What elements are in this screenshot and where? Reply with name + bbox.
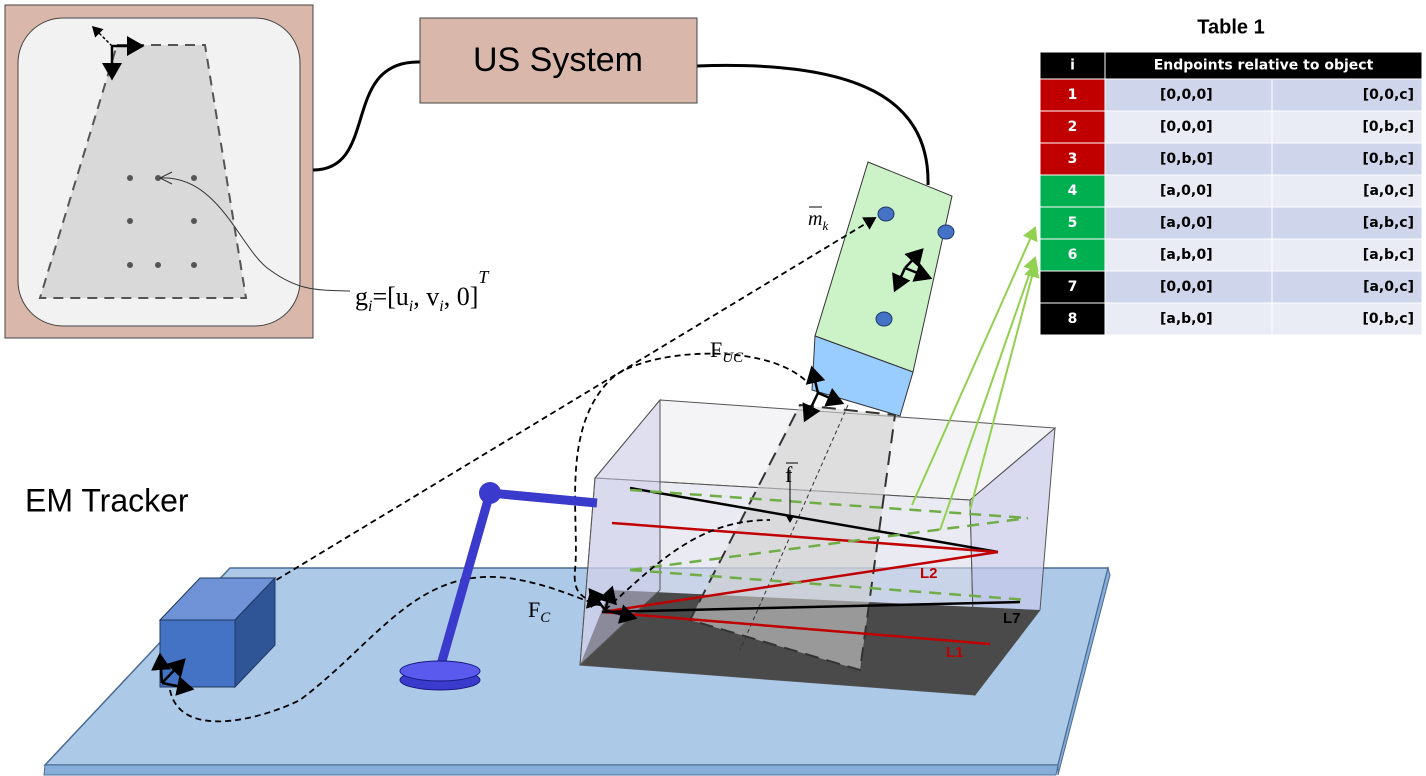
index-cell (1039, 206, 1106, 240)
header-text: i (1070, 58, 1075, 74)
header-cell (1039, 51, 1106, 80)
cell (1104, 206, 1273, 240)
probe (814, 161, 953, 373)
pointer (159, 177, 351, 292)
arm-joint (479, 482, 501, 504)
endpoint-text: [a,b,c] (1363, 215, 1414, 231)
cell (1271, 270, 1423, 304)
line-label: L7 (1003, 610, 1021, 627)
index-cell (1039, 302, 1106, 336)
cell (1104, 174, 1273, 208)
endpoint-text: [a,b,0] (1160, 247, 1213, 263)
transform-paths (169, 217, 877, 723)
endpoint-text: [a,0,c] (1363, 183, 1414, 199)
probe-axes (588, 248, 933, 624)
cell (1271, 110, 1423, 144)
endpoint-text: [a,b,c] (1363, 247, 1414, 263)
us-image (38, 44, 248, 299)
line-label: L1 (946, 644, 964, 661)
endpoint-text: [a,0,0] (1160, 183, 1212, 199)
endpoint-text: [0,0,c] (1363, 87, 1414, 103)
header-text: Endpoints relative to object (1154, 58, 1374, 74)
index-text: 2 (1068, 119, 1078, 135)
em-tracker-label: EM Tracker (25, 482, 189, 518)
index-text: 1 (1068, 87, 1078, 103)
table: i Endpoints relative to object 1 [0,0,0] [0,… (1039, 51, 1423, 336)
us-system-box (419, 17, 698, 104)
table-title: Table 1 (1197, 16, 1264, 38)
endpoint-text: [0,b,c] (1363, 311, 1415, 327)
index-text: 3 (1068, 151, 1078, 167)
endpoint-text: [0,b,c] (1363, 151, 1415, 167)
formula: gi=[ui, vi, 0]T (355, 267, 490, 315)
em-axes (151, 652, 195, 696)
platform-edge (43, 764, 1059, 776)
endpoint-text: [0,b,c] (1363, 119, 1415, 135)
cable (312, 60, 421, 172)
cable (696, 63, 930, 186)
line-label: L2 (920, 565, 938, 582)
index-text: 6 (1068, 247, 1078, 263)
probe-markers (875, 206, 955, 327)
endpoint-text: [0,0,0] (1160, 119, 1213, 135)
index-text: 7 (1068, 279, 1078, 295)
fiducial-points (127, 175, 197, 268)
arm (435, 488, 598, 670)
label-f: f (785, 462, 793, 487)
cell (1104, 78, 1273, 112)
us-system-label: US System (473, 41, 643, 79)
endpoint-text: [0,0,0] (1160, 279, 1213, 295)
cell (1104, 110, 1273, 144)
endpoint-text: [0,b,0] (1160, 151, 1213, 167)
label-f-c: FC (528, 597, 551, 626)
label-m-k: mk (808, 208, 828, 233)
index-cell (1039, 78, 1106, 112)
label-f-uc: FUC (710, 337, 744, 366)
calibration-lines (601, 486, 1029, 646)
table-pointers (911, 226, 1040, 531)
endpoint-text: [0,0,0] (1160, 87, 1213, 103)
cell (1271, 302, 1423, 336)
endpoint-text: [a,0,0] (1160, 215, 1212, 231)
endpoint-text: [a,0,c] (1363, 279, 1414, 295)
cell (1104, 270, 1273, 304)
header-cell (1104, 51, 1423, 80)
index-text: 4 (1068, 183, 1078, 199)
cell (1271, 206, 1423, 240)
image-frame-axes (91, 25, 145, 81)
endpoint-text: [a,b,0] (1160, 311, 1213, 327)
em-cube (159, 619, 236, 688)
index-text: 8 (1068, 311, 1078, 327)
index-cell (1039, 270, 1106, 304)
index-text: 5 (1068, 215, 1078, 231)
cell (1104, 238, 1273, 272)
platform-side (1057, 566, 1111, 776)
index-cell (1039, 142, 1106, 176)
